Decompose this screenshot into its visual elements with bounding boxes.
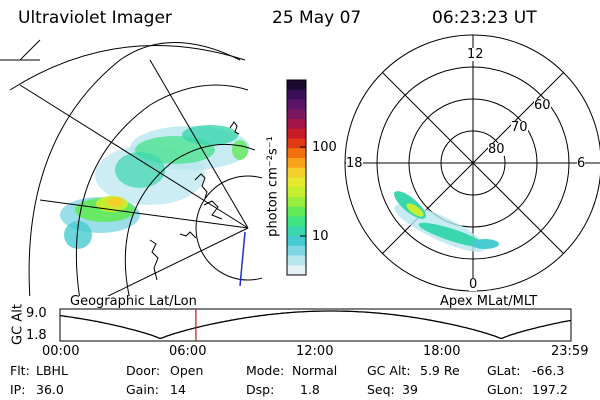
colorbar-segment <box>287 109 306 120</box>
altitude-tick-max: 9.0 <box>26 306 47 321</box>
colorbar-segment <box>287 216 306 227</box>
time-tick-2359: 23:59 <box>551 344 589 359</box>
gain-value: 14 <box>170 382 186 397</box>
glat-value: -66.3 <box>532 363 565 378</box>
apex-label: Apex MLat/MLT <box>440 294 538 309</box>
colorbar-tick-10: 10 <box>312 229 329 244</box>
polar-lat-70: 70 <box>511 120 528 135</box>
colorbar-segment <box>287 255 306 266</box>
colorbar-segment <box>287 89 306 100</box>
colorbar-segment <box>287 236 306 247</box>
colorbar-segment <box>287 138 306 149</box>
colorbar-segment <box>287 177 306 188</box>
mode-label: Mode: <box>246 363 285 378</box>
door-value: Open <box>170 363 204 378</box>
colorbar-segment <box>287 128 306 139</box>
colorbar-segment <box>287 197 306 208</box>
dsp-value: 1.8 <box>300 382 320 397</box>
colorbar-tick-100: 100 <box>312 140 337 155</box>
colorbar-segment <box>287 119 306 130</box>
polar-lat-60: 60 <box>534 98 551 113</box>
polar-label-12: 12 <box>467 47 484 62</box>
polar-lat-80: 80 <box>488 142 505 157</box>
glon-value: 197.2 <box>532 382 568 397</box>
filter-label: Flt: <box>10 363 30 378</box>
polar-label-0: 0 <box>469 277 478 292</box>
colorbar-segment <box>287 158 306 169</box>
door-label: Door: <box>126 363 161 378</box>
colorbar-segment <box>287 245 306 256</box>
time-tick-1200: 12:00 <box>296 344 334 359</box>
ip-value: 36.0 <box>36 382 64 397</box>
dsp-label: Dsp: <box>246 382 275 397</box>
altitude-axis-title: GC Alt <box>10 304 26 345</box>
seq-value: 39 <box>402 382 418 397</box>
time-label: 06:23:23 UT <box>432 8 537 28</box>
altitude-tick-min: 1.8 <box>26 328 47 343</box>
time-tick-0000: 00:00 <box>42 344 80 359</box>
filter-value: LBHL <box>36 363 68 378</box>
glat-label: GLat: <box>487 363 521 378</box>
colorbar-segment <box>287 80 306 91</box>
gain-label: Gain: <box>126 382 159 397</box>
glon-label: GLon: <box>487 382 524 397</box>
mode-value: Normal <box>292 363 338 378</box>
gc-alt-value: 5.9 Re <box>420 363 460 378</box>
date-label: 25 May 07 <box>272 8 362 28</box>
time-tick-1800: 18:00 <box>423 344 461 359</box>
geographic-label: Geographic Lat/Lon <box>70 294 197 309</box>
instrument-title: Ultraviolet Imager <box>18 8 172 28</box>
aurora-geographic <box>60 125 250 249</box>
colorbar-segment <box>287 206 306 217</box>
polar-label-6: 6 <box>577 156 586 171</box>
colorbar-segment <box>287 167 306 178</box>
gc-alt-label: GC Alt: <box>367 363 411 378</box>
seq-label: Seq: <box>367 382 395 397</box>
aurora-magnetic <box>394 191 499 252</box>
polar-label-18: 18 <box>346 156 363 171</box>
colorbar-segment <box>287 226 306 237</box>
colorbar-segment <box>287 187 306 198</box>
colorbar-segment <box>287 265 306 276</box>
ip-label: IP: <box>10 382 26 397</box>
time-tick-0600: 06:00 <box>169 344 207 359</box>
colorbar-segment <box>287 148 306 159</box>
colorbar-segment <box>287 99 306 110</box>
